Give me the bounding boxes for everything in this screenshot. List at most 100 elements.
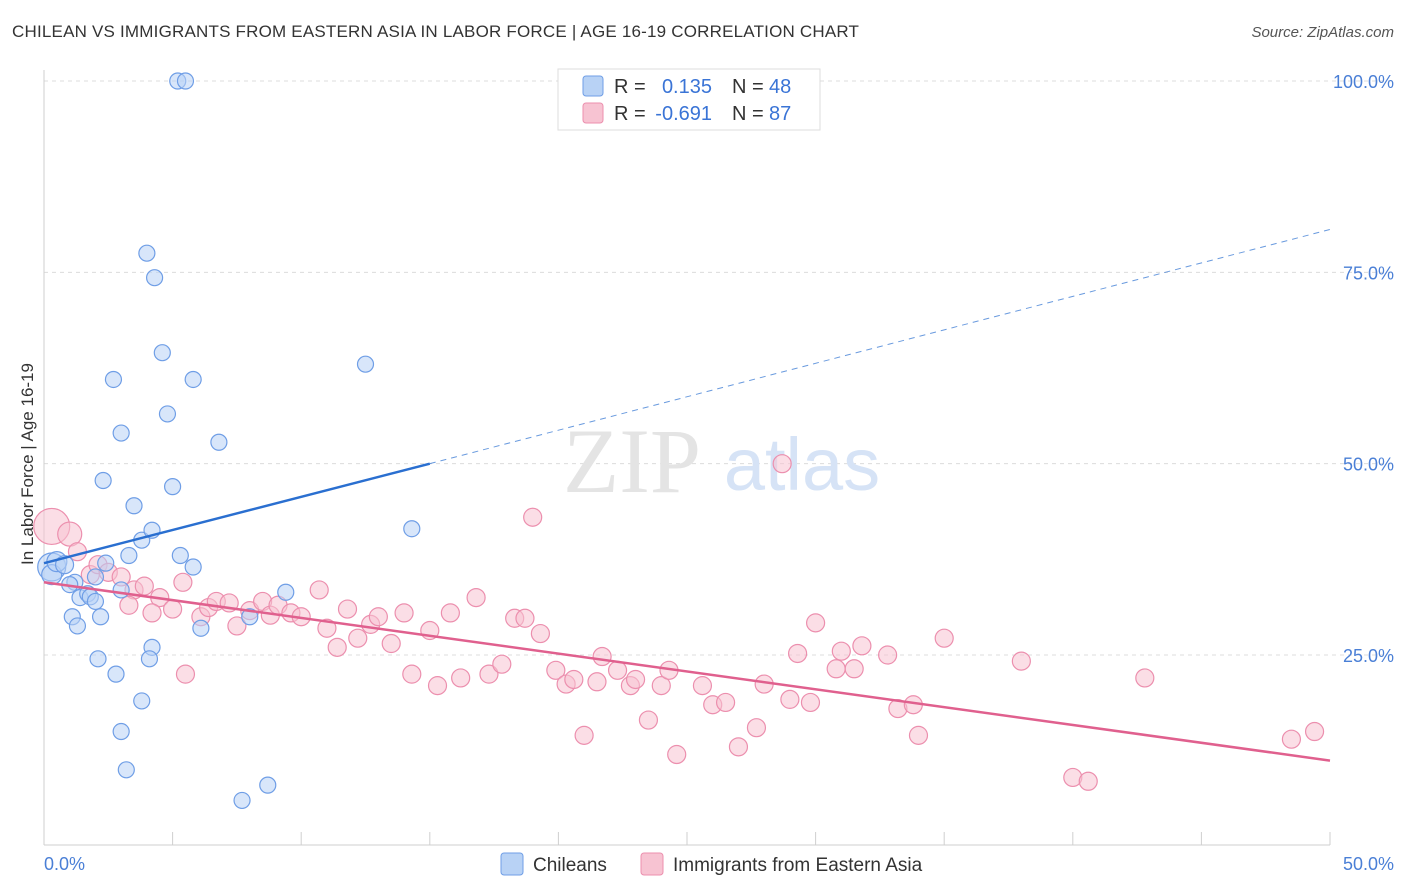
immigrants-point (227, 616, 247, 636)
chilean-point (112, 581, 130, 599)
chilean-point (68, 617, 87, 635)
stats-legend: R = 0.135 N = 48 R = -0.691 N = 87 (557, 68, 821, 131)
immigrants-point (381, 633, 401, 654)
immigrants-point (651, 676, 671, 696)
immigrants-point (715, 692, 736, 713)
legend-swatch-chileans (582, 75, 604, 97)
trend-lines (43, 228, 1331, 762)
y-tick-label-50: 50.0% (1343, 455, 1394, 475)
legend-r-label-chileans: R = (614, 76, 646, 98)
legend-r-label-immigrants: R = (614, 103, 646, 125)
chart-title: CHILEAN VS IMMIGRANTS FROM EASTERN ASIA … (12, 22, 860, 41)
immigrants-point (800, 692, 821, 713)
y-tick-labels: 25.0% 50.0% 75.0% 100.0% (1333, 72, 1394, 666)
chilean-point (277, 583, 295, 601)
bottom-legend-swatch-chileans (500, 852, 524, 876)
chilean-point (210, 433, 228, 451)
chilean-point (89, 650, 107, 668)
y-axis-label: In Labor Force | Age 16-19 (18, 363, 37, 565)
immigrants-trend-line (43, 581, 1331, 762)
watermark-zip: ZIP (563, 410, 701, 512)
chilean-point (158, 405, 177, 423)
x-axis-ticks (43, 832, 1331, 845)
chilean-point (94, 471, 112, 490)
legend-n-label-immigrants: N = (732, 103, 764, 125)
source-credit: Source: ZipAtlas.com (1251, 24, 1394, 41)
immigrants-point (348, 628, 368, 648)
immigrants-point (1281, 729, 1302, 749)
immigrants-point (878, 645, 898, 665)
immigrants-point (831, 641, 851, 661)
legend-n-value-chileans: 48 (769, 76, 791, 98)
immigrants-point (394, 603, 414, 623)
immigrants-point (780, 689, 800, 709)
chilean-point (140, 650, 159, 668)
chilean-point (233, 791, 251, 810)
immigrants-point (337, 599, 358, 619)
chilean-point (153, 344, 171, 362)
x-tick-label-50: 50.0% (1343, 854, 1394, 874)
chilean-point (403, 520, 421, 538)
y-tick-label-75: 75.0% (1343, 263, 1394, 283)
chilean-point (117, 761, 135, 779)
series-chileans (37, 72, 421, 810)
immigrants-point (564, 669, 584, 690)
immigrants-point (515, 608, 535, 628)
gridlines (44, 80, 1394, 656)
bottom-legend-swatch-immigrants (640, 852, 664, 876)
y-tick-label-25: 25.0% (1343, 646, 1394, 666)
chilean-point (112, 424, 130, 442)
immigrants-point (466, 587, 486, 608)
immigrants-point (402, 664, 422, 684)
chileans-trend-extension (429, 228, 1331, 465)
immigrants-point (826, 659, 846, 679)
chilean-point (91, 608, 110, 626)
y-tick-label-100: 100.0% (1333, 72, 1394, 92)
immigrants-point (163, 599, 183, 619)
chilean-point (259, 776, 277, 794)
immigrants-point (934, 628, 954, 648)
immigrants-point (317, 618, 337, 638)
immigrants-point (368, 607, 388, 627)
immigrants-point (728, 737, 749, 757)
immigrants-point (451, 668, 471, 688)
immigrants-point (638, 710, 659, 730)
immigrants-point (479, 664, 499, 684)
immigrants-point (134, 576, 154, 596)
immigrants-point (530, 623, 550, 644)
x-tick-label-0: 0.0% (44, 854, 85, 874)
legend-n-value-immigrants: 87 (769, 103, 791, 125)
chilean-point (112, 722, 130, 741)
chilean-point (171, 546, 189, 565)
immigrants-point (119, 595, 139, 615)
bottom-legend-label-chileans: Chileans (533, 855, 607, 876)
immigrants-point (1135, 668, 1155, 688)
immigrants-point (1304, 721, 1325, 742)
chilean-point (125, 497, 143, 515)
chilean-point (138, 244, 156, 262)
immigrants-point (175, 664, 196, 684)
chileans-trend-line (43, 462, 431, 565)
legend-swatch-immigrants (582, 102, 604, 124)
chilean-point (184, 558, 202, 576)
immigrants-point (440, 603, 460, 623)
immigrants-point (805, 613, 826, 633)
immigrants-point (772, 454, 792, 474)
immigrants-point (844, 659, 864, 679)
chilean-point (176, 72, 195, 90)
immigrants-point (142, 603, 162, 623)
chilean-point (192, 619, 210, 637)
immigrants-point (309, 580, 329, 600)
immigrants-point (607, 660, 628, 680)
immigrants-point (625, 669, 646, 690)
immigrants-point (587, 672, 607, 692)
chilean-point (104, 370, 123, 389)
immigrants-point (492, 654, 512, 674)
immigrants-point (327, 637, 347, 657)
chilean-point (164, 478, 182, 496)
chilean-point (133, 692, 151, 710)
series-immigrants-eastern-asia (33, 454, 1325, 791)
chilean-point (97, 554, 115, 572)
chilean-point (107, 665, 125, 683)
